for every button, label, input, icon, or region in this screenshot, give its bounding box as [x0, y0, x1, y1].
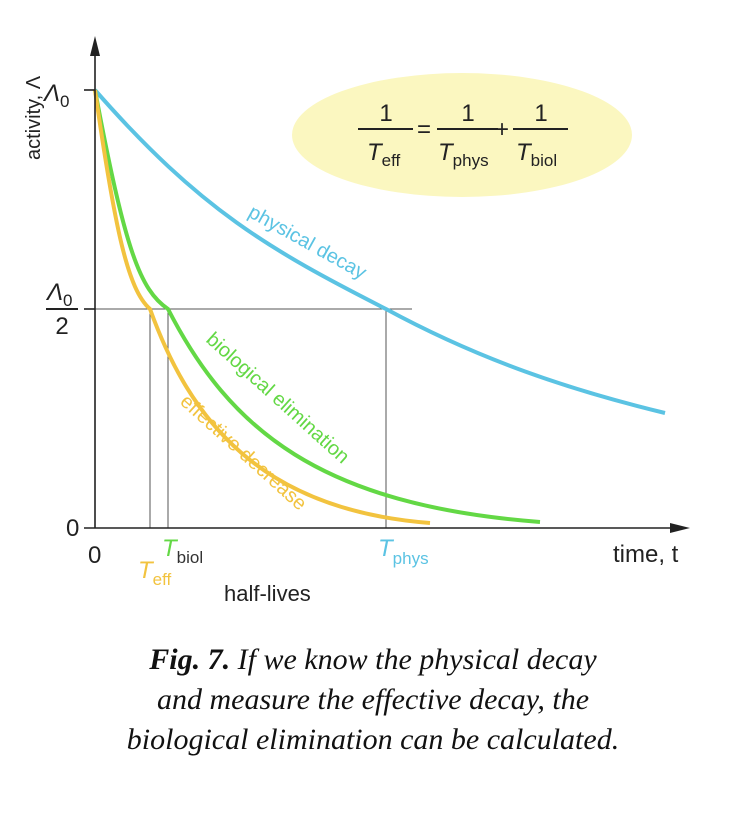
formula-one-right: 1: [534, 100, 547, 127]
guide-lines: [95, 308, 412, 528]
physical-decay-curve: [93, 88, 666, 415]
biological-elimination-curve: [93, 89, 541, 524]
x-axis-arrow: [670, 523, 690, 533]
y-tick-label-half: Λ0 2: [45, 279, 78, 340]
t-phys-label: Tphys: [378, 535, 429, 568]
x-axis-label: time, t: [613, 541, 679, 568]
t-biol-label: Tbiol: [162, 535, 203, 567]
formula-equals: =: [417, 116, 431, 143]
formula: 1 Teff = 1 Tphys + 1 Tbiol: [358, 100, 568, 170]
caption-line-1-text: If we know the physical decay: [237, 643, 597, 676]
figure-caption: Fig. 7. If we know the physical decay an…: [0, 640, 746, 760]
y-axis-arrow: [90, 36, 100, 56]
axes: [84, 36, 690, 533]
formula-one-mid: 1: [461, 100, 474, 127]
x-tick-label-zero: 0: [88, 542, 101, 569]
y-half-numerator: Λ0: [45, 279, 72, 310]
half-life-diagram: 1 Teff = 1 Tphys + 1 Tbiol activity, Λ Λ…: [23, 36, 690, 606]
formula-plus: +: [495, 116, 509, 143]
formula-T-eff: Teff: [367, 139, 401, 170]
y-tick-label-zero: 0: [66, 515, 79, 542]
half-lives-label: half-lives: [224, 581, 311, 606]
formula-bubble: [292, 73, 632, 197]
caption-line-3: biological elimination can be calculated…: [126, 723, 620, 756]
y-tick-label-top: Λ0: [42, 80, 69, 111]
t-eff-label: Teff: [138, 557, 172, 589]
formula-T-phys: Tphys: [438, 139, 489, 170]
y-axis-label: activity, Λ: [23, 75, 45, 160]
caption-line-1: Fig. 7. If we know the physical decay: [0, 640, 746, 680]
caption-line-2: and measure the effective decay, the: [156, 683, 590, 716]
caption-fig-number: Fig. 7.: [149, 643, 231, 676]
formula-T-biol: Tbiol: [516, 139, 557, 170]
y-half-denominator: 2: [55, 313, 68, 340]
effective-decrease-curve: [93, 89, 431, 525]
formula-one-left: 1: [379, 100, 392, 127]
